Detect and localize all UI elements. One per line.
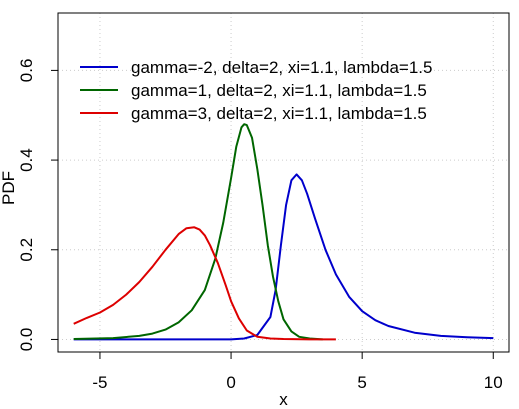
series-line-0: [73, 173, 494, 341]
x-tick-label-3: 10: [484, 373, 503, 392]
plot-border: [57, 12, 510, 353]
grid-lines: [58, 13, 509, 352]
y-axis-title: PDF: [0, 171, 18, 205]
y-tick-label-3: 0.6: [17, 59, 36, 83]
x-tick-label-0: -5: [92, 373, 107, 392]
y-tick-label-1: 0.2: [17, 238, 36, 262]
legend-label-0: gamma=-2, delta=2, xi=1.1, lambda=1.5: [131, 58, 432, 77]
legend-label-2: gamma=3, delta=2, xi=1.1, lambda=1.5: [131, 104, 427, 123]
series-line-2: [73, 226, 336, 341]
series-group: [73, 123, 494, 341]
x-tick-label-2: 5: [357, 373, 366, 392]
legend-label-1: gamma=1, delta=2, xi=1.1, lambda=1.5: [131, 81, 427, 100]
series-line-1: [73, 123, 323, 341]
x-tick-label-1: 0: [226, 373, 235, 392]
axes: -5 0 5 10 0.0 0.2 0.4 0.6: [17, 59, 503, 392]
y-tick-label-0: 0.0: [17, 328, 36, 352]
x-axis-title: x: [279, 390, 288, 409]
legend: gamma=-2, delta=2, xi=1.1, lambda=1.5 gam…: [80, 58, 432, 123]
y-tick-label-2: 0.4: [17, 148, 36, 172]
